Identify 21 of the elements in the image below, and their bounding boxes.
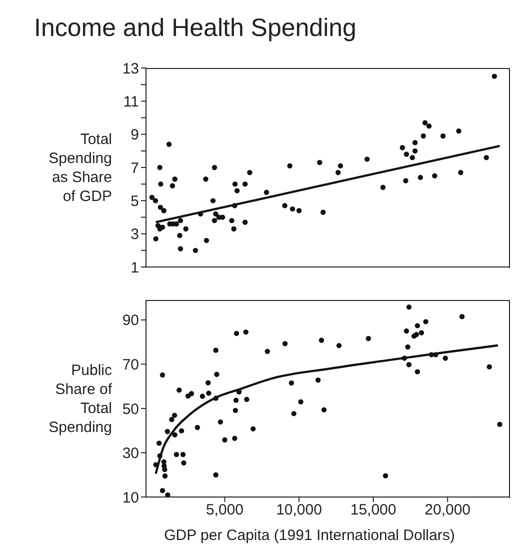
- y-axis-title: Public Share of Total Spending: [48, 360, 112, 438]
- x-tick-label: 10,000: [276, 502, 322, 519]
- y-tick-label: 7: [130, 160, 139, 177]
- y-axis-title: Total Spending as Share of GDP: [48, 130, 112, 206]
- y-tick-label: 1: [130, 259, 139, 276]
- x-tick-label: 5,000: [206, 502, 244, 519]
- x-tick-label: 20,000: [424, 502, 471, 519]
- y-tick-label: 13: [122, 60, 139, 78]
- x-tick-label: 15,000: [350, 502, 396, 519]
- y-tick-label: 3: [130, 226, 139, 244]
- line-series: [154, 344, 500, 475]
- y-tick-label: 50: [122, 400, 139, 418]
- y-tick-label: 9: [130, 126, 139, 144]
- y-tick-label: 5: [130, 192, 139, 210]
- y-tick-label: 70: [122, 356, 139, 374]
- y-tick-label: 90: [122, 312, 139, 330]
- y-tick-label: 11: [123, 93, 139, 110]
- x-axis-title: GDP per Capita (1991 International Dollars): [163, 527, 456, 544]
- chart-title: Income and Health Spending: [34, 14, 356, 43]
- y-tick-label: 30: [122, 445, 139, 462]
- y-tick-label: 10: [122, 489, 139, 506]
